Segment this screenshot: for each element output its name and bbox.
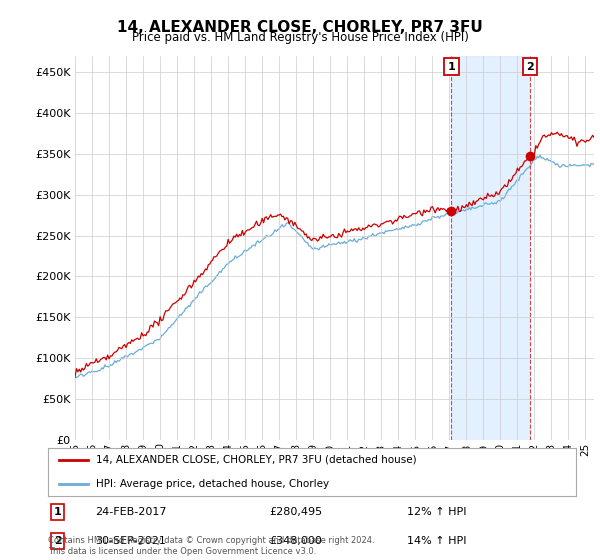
- Text: 14, ALEXANDER CLOSE, CHORLEY, PR7 3FU: 14, ALEXANDER CLOSE, CHORLEY, PR7 3FU: [117, 20, 483, 35]
- Text: 2: 2: [526, 62, 534, 72]
- Text: 1: 1: [53, 507, 61, 517]
- Bar: [451, 56, 530, 440]
- Text: 14, ALEXANDER CLOSE, CHORLEY, PR7 3FU (detached house): 14, ALEXANDER CLOSE, CHORLEY, PR7 3FU (d…: [95, 455, 416, 465]
- Text: HPI: Average price, detached house, Chorley: HPI: Average price, detached house, Chor…: [95, 479, 329, 489]
- Text: Contains HM Land Registry data © Crown copyright and database right 2024.
This d: Contains HM Land Registry data © Crown c…: [48, 536, 374, 556]
- Text: 12% ↑ HPI: 12% ↑ HPI: [407, 507, 467, 517]
- Text: 30-SEP-2021: 30-SEP-2021: [95, 536, 166, 546]
- Text: £280,495: £280,495: [270, 507, 323, 517]
- Text: 2: 2: [53, 536, 61, 546]
- Text: Price paid vs. HM Land Registry's House Price Index (HPI): Price paid vs. HM Land Registry's House …: [131, 31, 469, 44]
- Text: £348,000: £348,000: [270, 536, 323, 546]
- Text: 24-FEB-2017: 24-FEB-2017: [95, 507, 167, 517]
- Text: 1: 1: [448, 62, 455, 72]
- Text: 14% ↑ HPI: 14% ↑ HPI: [407, 536, 467, 546]
